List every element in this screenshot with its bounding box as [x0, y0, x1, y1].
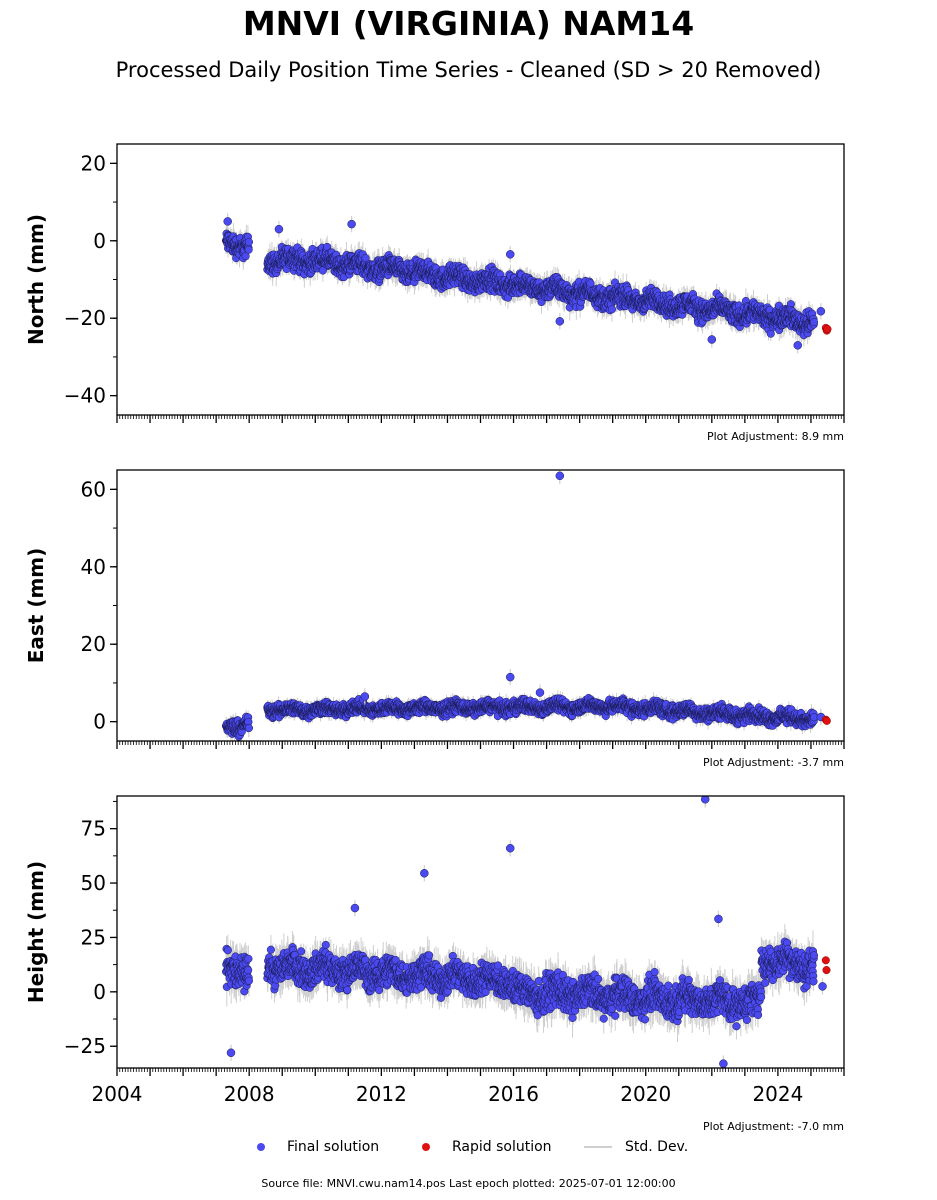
- panel-1: 20 0 −20 −40 North (mm) Plot Adjustment: 8.9 …: [24, 143, 845, 443]
- final-point: [586, 279, 595, 288]
- final-point: [555, 317, 565, 326]
- panel-plot-area-1: [222, 213, 832, 354]
- final-point: [347, 219, 356, 229]
- panel-plot-area-2: [222, 470, 831, 741]
- y-tick-label: −20: [64, 306, 106, 330]
- final-point: [223, 217, 232, 226]
- final-point: [707, 335, 717, 344]
- final-point: [607, 305, 616, 314]
- y-tick-label: 20: [81, 151, 106, 175]
- plot-adjustment-note: Plot Adjustment: 8.9 mm: [707, 430, 844, 443]
- final-point: [809, 318, 819, 327]
- final-point: [816, 306, 826, 316]
- y-tick-label: 0: [93, 229, 106, 253]
- final-point: [505, 250, 515, 259]
- final-point: [361, 254, 370, 263]
- chart-title: MNVI (VIRGINIA) NAM14: [242, 4, 695, 43]
- final-point: [766, 329, 775, 338]
- chart-subtitle: Processed Daily Position Time Series - C…: [115, 58, 822, 82]
- final-point: [244, 237, 253, 247]
- final-point: [274, 224, 284, 234]
- y-tick-label: −40: [64, 384, 106, 408]
- final-point: [793, 341, 802, 350]
- final-point: [244, 245, 253, 254]
- y-axis-label: North (mm): [24, 214, 48, 345]
- final-solution-points: [222, 229, 819, 340]
- rapid-point: [823, 325, 832, 334]
